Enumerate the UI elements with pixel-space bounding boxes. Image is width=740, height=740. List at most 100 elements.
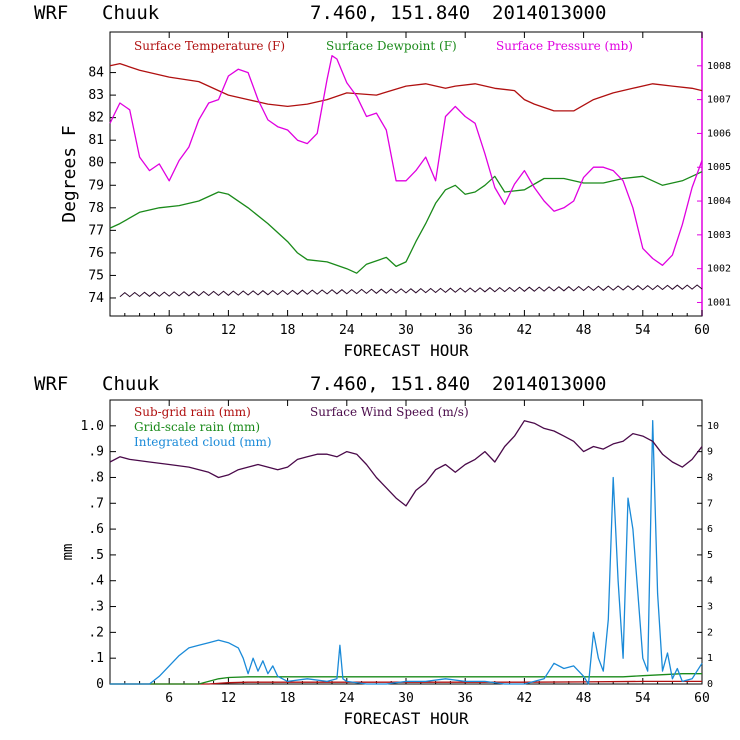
bottom-x-axis-label: FORECAST HOUR [343,709,469,728]
x-tick-label: 6 [165,323,173,338]
y2-tick-label: 1 [707,653,713,664]
y2-tick-label: 1007 [707,95,731,106]
top-header-coords: 7.460, 151.840 [310,2,470,24]
legend-cloud: Integrated cloud (mm) [134,435,272,449]
x-tick-label: 36 [457,323,473,338]
x-tick-label: 42 [517,323,533,338]
x-tick-label: 60 [694,323,710,338]
bottom-y2-ticks: 0 1 2 3 4 5 6 7 8 9 10 [697,421,719,690]
y-tick-label: 84 [88,66,104,81]
x-tick-label: 18 [280,323,296,338]
top-header: WRF Chuuk 7.460, 151.840 2014013000 [34,2,606,24]
x-tick-label: 48 [576,323,592,338]
x-tick-label: 12 [221,691,237,706]
y2-tick-label: 1004 [707,196,731,207]
x-tick-label: 24 [339,323,355,338]
top-y2-ticks: 1001 1002 1003 1004 1005 1006 1007 1008 [697,61,731,308]
x-tick-label: 42 [517,691,533,706]
legend-pressure: Surface Pressure (mb) [496,39,633,53]
top-header-run: 2014013000 [492,2,606,24]
y2-tick-label: 1001 [707,297,731,308]
legend-grid-rain: Grid-scale rain (mm) [134,420,260,434]
y-tick-label: .4 [88,574,104,589]
top-legend: Surface Temperature (F) Surface Dewpoint… [134,39,633,53]
x-tick-label: 30 [398,691,414,706]
y-tick-label: 83 [88,88,104,103]
legend-subgrid-rain: Sub-grid rain (mm) [134,405,251,419]
x-tick-label: 18 [280,691,296,706]
y-tick-label: 77 [88,223,104,238]
y-tick-label: .3 [88,600,104,615]
y2-tick-label: 7 [707,498,713,509]
bottom-header-coords: 7.460, 151.840 [310,373,470,395]
top-x-ticks: 6 12 18 24 30 36 42 48 54 60 [124,32,710,338]
y2-tick-label: 6 [707,524,713,535]
bottom-header-run: 2014013000 [492,373,606,395]
legend-temperature: Surface Temperature (F) [134,39,285,53]
x-tick-label: 36 [457,691,473,706]
x-tick-label: 60 [694,691,710,706]
bottom-header-model: WRF [34,373,68,395]
top-x-axis-label: FORECAST HOUR [343,341,469,360]
x-tick-label: 54 [635,323,651,338]
series-surface-wind-speed-m-s [109,420,703,507]
series-surface-temperature-f [109,62,703,112]
bottom-plot: 6 12 18 24 30 36 42 48 54 60 0.1.2.3.4.5.6.7.8.91… [60,399,719,728]
y-tick-label: .2 [88,625,104,640]
y2-tick-label: 5 [707,550,713,561]
y2-tick-label: 1006 [707,128,731,139]
y-tick-label: 82 [88,111,104,126]
legend-dewpoint: Surface Dewpoint (F) [326,39,457,53]
bottom-y-ticks: 0 .1 .2 .3 .4 .5 .6 .7 .8 .9 1.0 [81,419,116,692]
top-wind-barbs [119,284,703,298]
series-integrated-cloud-mm [110,420,703,685]
y-tick-label: .7 [88,496,104,511]
legend-wind-speed: Surface Wind Speed (m/s) [310,405,469,419]
y2-tick-label: 4 [707,576,713,587]
top-header-model: WRF [34,2,68,24]
bottom-y-axis-label: mm [60,544,76,561]
bottom-legend: Sub-grid rain (mm) Grid-scale rain (mm) … [134,405,469,449]
series-grid-scale-rain-mm [110,673,702,685]
top-plot-frame [109,31,703,317]
series-sub-grid-rain-mm [110,680,702,685]
y2-tick-label: 1008 [707,61,731,72]
y2-tick-label: 9 [707,447,713,458]
top-y-axis-label: Degrees F [59,125,80,223]
x-tick-label: 48 [576,691,592,706]
y2-tick-label: 1003 [707,230,731,241]
y-tick-label: 79 [88,178,104,193]
y2-tick-label: 2 [707,627,713,638]
x-tick-label: 12 [221,323,237,338]
y-tick-label: .1 [88,651,104,666]
y2-tick-label: 8 [707,472,713,483]
series-surface-dewpoint-f [109,171,703,274]
y-tick-label: 80 [88,156,104,171]
x-tick-label: 6 [165,691,173,706]
y2-tick-label: 1002 [707,264,731,275]
y2-tick-label: 0 [707,679,713,690]
wind-barbs [119,284,703,298]
x-tick-label: 54 [635,691,651,706]
y2-tick-label: 1005 [707,162,731,173]
y2-tick-label: 10 [707,421,719,432]
y-tick-label: 81 [88,133,104,148]
y-tick-label: .9 [88,445,104,460]
y-tick-label: .5 [88,548,104,563]
top-header-station: Chuuk [102,2,160,24]
y-tick-label: 75 [88,268,104,283]
y-tick-label: 76 [88,246,104,261]
top-y-ticks: 74 75 76 77 78 79 80 81 82 83 84 [88,66,116,306]
y2-tick-label: 3 [707,602,713,613]
bottom-header-station: Chuuk [102,373,160,395]
x-tick-label: 30 [398,323,414,338]
bottom-series [109,420,703,685]
series-surface-pressure-mb [109,55,703,266]
y-tick-label: 1.0 [81,419,104,434]
x-tick-label: 24 [339,691,355,706]
y-tick-label: .8 [88,470,104,485]
top-series [109,55,703,274]
bottom-header: WRF Chuuk 7.460, 151.840 2014013000 [34,373,606,395]
y-tick-label: 78 [88,201,104,216]
